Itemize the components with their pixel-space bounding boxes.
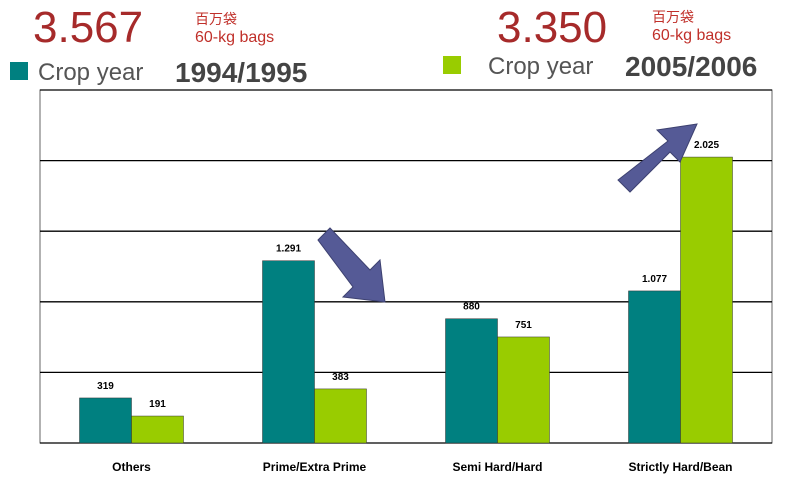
bar	[314, 388, 367, 444]
value-label: 880	[463, 302, 480, 313]
bar	[262, 260, 315, 444]
bar	[79, 397, 132, 444]
x-tick-label: Semi Hard/Hard	[452, 460, 542, 474]
legend-swatch	[443, 56, 461, 74]
unit: 60-kg bags	[195, 29, 274, 46]
legend-label: 2005/2006	[625, 51, 757, 82]
value-label: 1.291	[276, 244, 301, 255]
legend-label: 1994/1995	[175, 57, 307, 88]
total: 3.567	[33, 3, 143, 52]
arrow-up	[617, 123, 698, 193]
value-label: 383	[332, 372, 349, 383]
unit-cn: 百万袋	[652, 9, 694, 25]
unit: 60-kg bags	[652, 27, 731, 44]
legend-swatch	[10, 62, 28, 80]
unit-cn: 百万袋	[195, 11, 237, 27]
bar	[628, 290, 681, 444]
bar	[497, 336, 550, 444]
value-label: 2.025	[694, 140, 719, 151]
bar	[680, 156, 733, 444]
bar	[445, 318, 498, 444]
total: 3.350	[497, 3, 607, 52]
legend-prefix: Crop year	[488, 53, 593, 80]
x-tick-label: Strictly Hard/Bean	[628, 460, 732, 474]
arrow-down	[317, 227, 386, 303]
x-tick-label: Others	[112, 460, 151, 474]
legend-prefix: Crop year	[38, 59, 143, 86]
value-label: 751	[515, 320, 532, 331]
bar	[131, 415, 184, 444]
value-label: 191	[149, 399, 166, 410]
x-tick-label: Prime/Extra Prime	[263, 460, 367, 474]
value-label: 1.077	[642, 274, 667, 285]
value-label: 319	[97, 381, 114, 392]
